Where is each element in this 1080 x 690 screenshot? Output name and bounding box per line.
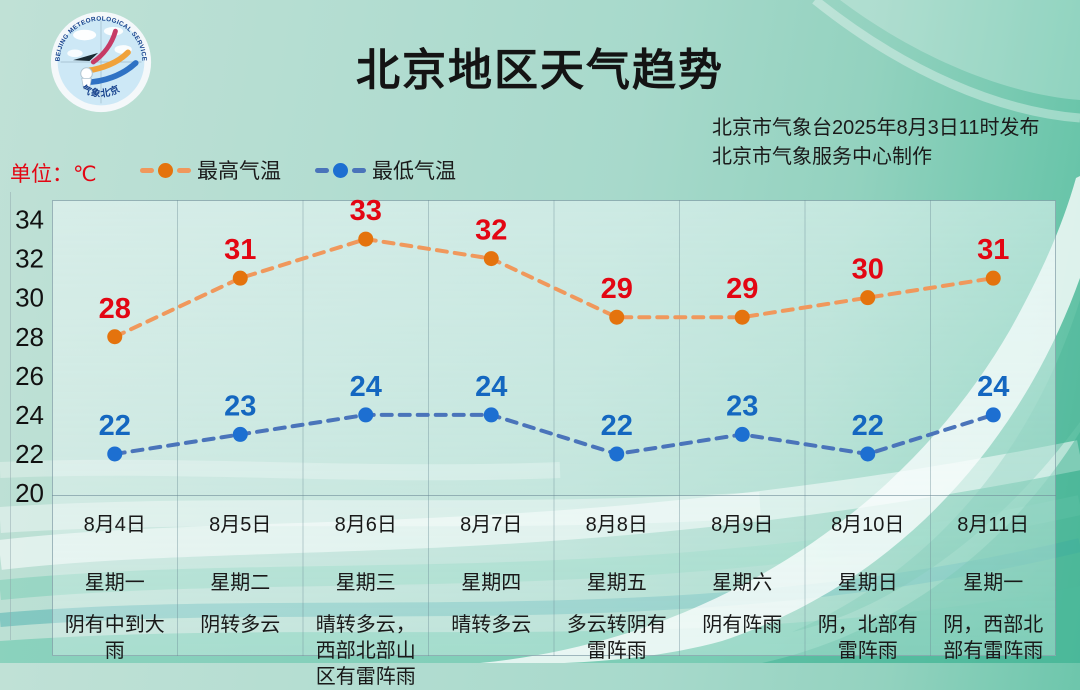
day-weather: 阴，西部北部有雷阵雨 [943,614,1044,662]
y-tick-label: 20 [15,478,44,508]
logo-cloud-icon [73,29,97,41]
day-column: 8月4日 星期一 阴有中到大雨 [52,495,178,662]
dash-icon [140,167,154,173]
logo-radar-base-icon [81,77,92,90]
beijing-meteorological-logo: BEIJING METEOROLOGICAL SERVICE 气象北京 [50,11,152,113]
day-weather: 阴转多云 [200,614,281,636]
day-column: 8月6日 星期三 晴转多云，西部北部山区有雷阵雨 [303,495,429,688]
logo-crosshair [60,20,142,104]
issued-info: 北京市气象台2025年8月3日11时发布 北京市气象服务中心制作 [712,114,1040,172]
day-column: 8月7日 星期四 晴转多云 [429,495,555,656]
logo-swoosh-red [90,28,118,65]
legend-item-high: 最高气温 [140,155,281,185]
day-weather: 多云转阴有雷阵雨 [566,614,667,662]
day-column: 8月11日 星期一 阴，西部北部有雷阵雨 [931,495,1057,662]
day-weather: 晴转多云 [451,614,532,636]
day-weekday: 星期一 [963,572,1024,594]
day-weekday: 星期五 [586,572,647,594]
day-weather: 阴有阵雨 [702,614,783,636]
day-date: 8月10日 [831,514,905,536]
dash-icon [315,167,329,173]
day-weekday: 星期一 [84,572,145,594]
logo-cloud-icon [67,49,83,58]
day-date: 8月11日 [957,514,1030,536]
y-tick-label: 28 [15,322,44,352]
day-weekday: 星期日 [837,572,898,594]
y-tick-label: 34 [15,205,44,235]
background-seam-line [10,192,11,640]
legend-item-low: 最低气温 [315,155,456,185]
day-weekday: 星期三 [335,572,396,594]
day-weather: 阴有中到大雨 [64,614,165,662]
day-weekday: 星期六 [712,572,773,594]
day-weekday: 星期四 [461,572,522,594]
issued-line1: 北京市气象台2025年8月3日11时发布 [712,117,1040,139]
day-date: 8月6日 [334,514,397,536]
high-temp-line-icon [140,162,191,178]
legend-label-low: 最低气温 [372,160,456,183]
day-date: 8月4日 [83,514,146,536]
dash-icon [352,167,366,173]
dot-icon [333,162,348,178]
day-date: 8月7日 [460,514,523,536]
day-weekday: 星期二 [210,572,271,594]
issued-line2: 北京市气象服务中心制作 [712,146,932,168]
day-date: 8月8日 [585,514,648,536]
y-tick-label: 32 [15,244,44,274]
day-column: 8月8日 星期五 多云转阴有雷阵雨 [554,495,680,662]
day-date: 8月9日 [711,514,774,536]
y-tick-label: 22 [15,439,44,469]
y-tick-label: 24 [15,400,44,430]
low-temp-line-icon [315,162,366,178]
day-table: 8月4日 星期一 阴有中到大雨 8月5日 星期二 阴转多云 8月6日 星期三 晴… [52,495,1057,688]
legend-label-high: 最高气温 [197,160,281,183]
day-date: 8月5日 [209,514,272,536]
dash-icon [177,167,191,173]
day-column: 8月10日 星期日 阴，北部有雷阵雨 [805,495,931,662]
day-weather: 晴转多云，西部北部山区有雷阵雨 [315,614,416,688]
unit-label: 单位：℃ [10,163,97,186]
day-column: 8月5日 星期二 阴转多云 [178,495,304,656]
y-tick-label: 26 [15,361,44,391]
dot-icon [158,162,173,178]
logo-dart-icon [73,52,99,62]
page-title: 北京地区天气趋势 [356,46,724,95]
chart-legend: 最高气温 最低气温 [140,155,456,185]
day-column: 8月9日 星期六 阴有阵雨 [680,495,806,656]
y-tick-label: 30 [15,283,44,313]
day-weather: 阴，北部有雷阵雨 [817,614,918,662]
